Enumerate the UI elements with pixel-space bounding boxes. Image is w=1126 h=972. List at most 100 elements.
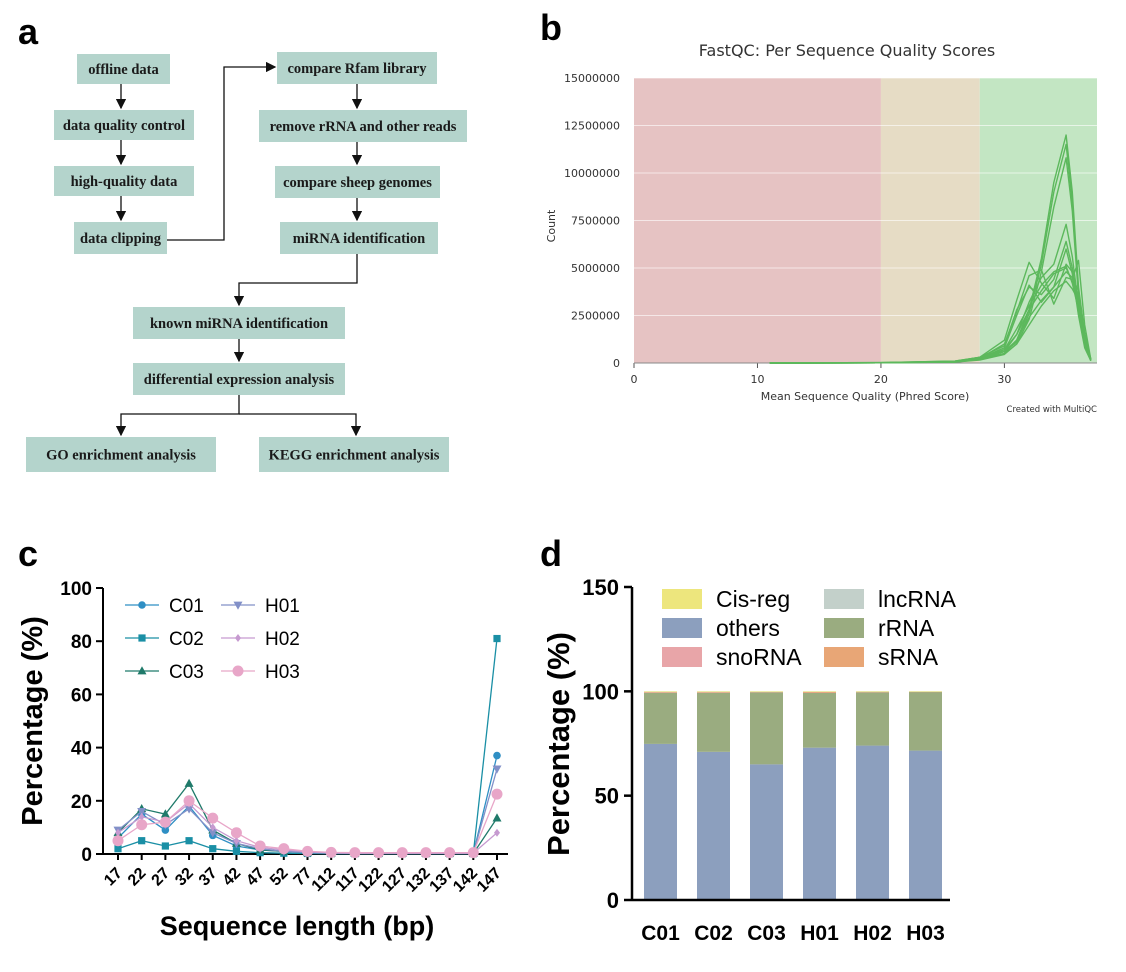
c-x-tick-label: 22 [125, 865, 150, 890]
c-y-tick-label: 100 [60, 579, 92, 600]
d-y-tick-label: 150 [582, 575, 619, 600]
c-series-line [117, 755, 498, 855]
c-data-point [254, 840, 266, 852]
d-bar-H01 [803, 691, 836, 900]
flow-node-label: known miRNA identification [150, 316, 328, 332]
d-bar-segment-rRNA [803, 693, 836, 748]
b-x-tick-label: 10 [750, 373, 764, 386]
rna-plot-area: C01 C02 C03 H01 H02 H03 0 50 100 150 Cis-reg lncRNA… [541, 575, 957, 945]
flow-node-box [277, 52, 437, 84]
c-data-point [115, 828, 121, 837]
c-data-point [112, 835, 124, 847]
d-legend-swatch [662, 618, 702, 638]
d-y-tick-label: 0 [607, 888, 619, 913]
c-data-point [302, 845, 313, 857]
flowchart-edges [115, 61, 363, 437]
c-data-point [209, 823, 216, 832]
d-bar-segment-others [803, 747, 836, 900]
c-x-tick-label: 42 [220, 865, 245, 890]
d-bar-segment-rRNA [856, 692, 889, 746]
d-y-tick-label: 50 [595, 784, 619, 809]
flow-node-box [275, 166, 440, 198]
d-legend-swatch [824, 618, 864, 638]
c-data-point [208, 829, 218, 838]
flow-node-go: GO enrichment analysis [26, 437, 216, 472]
b-y-tick-label: 7500000 [571, 215, 620, 228]
c-data-point [233, 601, 243, 610]
c-data-point [349, 847, 361, 859]
flow-node-hq: high-quality data [54, 166, 194, 196]
d-legend-label: rRNA [878, 615, 935, 641]
c-x-axis-label: Sequence length (bp) [160, 911, 435, 941]
c-y-tick-label: 80 [71, 632, 92, 653]
d-x-tick-label: C03 [747, 922, 786, 945]
flow-node-sheep: compare sheep genomes [275, 166, 440, 198]
panel-a-flowchart: a offline data data quality control high-q… [18, 11, 467, 472]
c-data-point [420, 847, 432, 859]
d-bar-C03 [750, 691, 783, 900]
flow-node-label: remove rRNA and other reads [270, 119, 457, 135]
flow-node-rrna: remove rRNA and other reads [259, 110, 467, 142]
panel-letter-a: a [18, 11, 39, 52]
b-x-tick-label: 0 [631, 373, 638, 386]
c-legend: C01 C02 C03 H01 H02 H03 [125, 596, 300, 683]
d-x-tick-label: C02 [694, 922, 733, 945]
flow-node-label: high-quality data [71, 174, 179, 190]
flow-edge-7 [233, 254, 358, 307]
d-bar-segment-sRNA [644, 691, 677, 693]
b-y-tick-label: 15000000 [564, 72, 620, 85]
flow-node-label: GO enrichment analysis [46, 448, 196, 464]
c-data-point [492, 765, 502, 774]
c-data-point [373, 847, 385, 859]
c-legend-label: H03 [265, 662, 300, 683]
d-legend-swatch [662, 589, 702, 609]
c-data-point [184, 805, 194, 814]
d-bar-segment-Cis-reg [803, 691, 836, 692]
flow-node-box [54, 110, 194, 140]
panel-letter-d: d [540, 533, 562, 574]
c-data-point [138, 601, 146, 609]
flow-node-label: offline data [88, 62, 159, 78]
flow-node-offline: offline data [77, 54, 170, 84]
flow-node-box [54, 166, 194, 196]
flow-node-clip: data clipping [74, 222, 167, 254]
c-y-tick-label: 20 [71, 792, 92, 813]
d-legend-label: others [716, 615, 780, 641]
b-y-tick-label: 0 [613, 357, 620, 370]
b-x-axis-label: Mean Sequence Quality (Phred Score) [761, 390, 970, 403]
c-data-point [467, 847, 479, 859]
b-series-line-11 [769, 280, 1092, 364]
c-data-point [232, 847, 241, 855]
flow-node-label: differential expression analysis [144, 372, 335, 388]
d-x-tick-label: H03 [906, 922, 945, 945]
c-data-point [494, 828, 500, 837]
d-bar-segment-others [644, 743, 677, 900]
flow-node-label: miRNA identification [293, 231, 426, 247]
c-data-point [184, 778, 194, 787]
flowchart-nodes: offline data data quality control high-qua… [26, 52, 467, 472]
c-data-point [138, 812, 145, 821]
c-data-point [230, 827, 242, 839]
c-data-point [160, 809, 170, 818]
c-series-H03 [112, 788, 503, 859]
c-data-point [235, 634, 241, 642]
flow-node-box [77, 54, 170, 84]
d-bar-segment-rRNA [909, 691, 942, 751]
d-y-axis-label: Percentage (%) [541, 632, 576, 856]
c-x-tick-label: 37 [196, 865, 221, 890]
c-x-tick-label: 27 [149, 865, 174, 890]
flow-edge-9 [115, 395, 240, 437]
c-data-point [493, 751, 501, 760]
c-legend-label: C02 [169, 629, 204, 650]
flow-node-known: known miRNA identification [133, 307, 345, 339]
b-y-tick-label: 5000000 [571, 262, 620, 275]
c-data-point [209, 845, 217, 853]
flow-node-box [74, 222, 167, 254]
c-data-point [491, 788, 503, 800]
c-data-point [185, 837, 193, 845]
d-bar-C02 [697, 691, 730, 900]
d-bar-segment-Cis-reg [644, 691, 677, 692]
c-x-tick-label: 147 [474, 865, 505, 896]
b-y-tick-label: 2500000 [571, 310, 620, 323]
